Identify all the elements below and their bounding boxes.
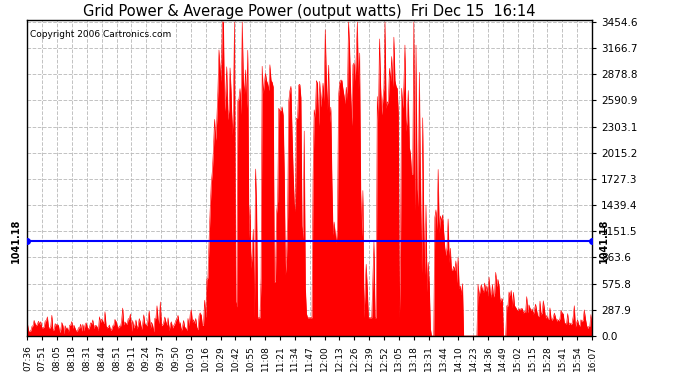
Text: 1041.18: 1041.18	[11, 219, 21, 264]
Title: Grid Power & Average Power (output watts)  Fri Dec 15  16:14: Grid Power & Average Power (output watts…	[83, 4, 536, 19]
Text: 1041.18: 1041.18	[599, 219, 609, 264]
Text: Copyright 2006 Cartronics.com: Copyright 2006 Cartronics.com	[30, 30, 172, 39]
